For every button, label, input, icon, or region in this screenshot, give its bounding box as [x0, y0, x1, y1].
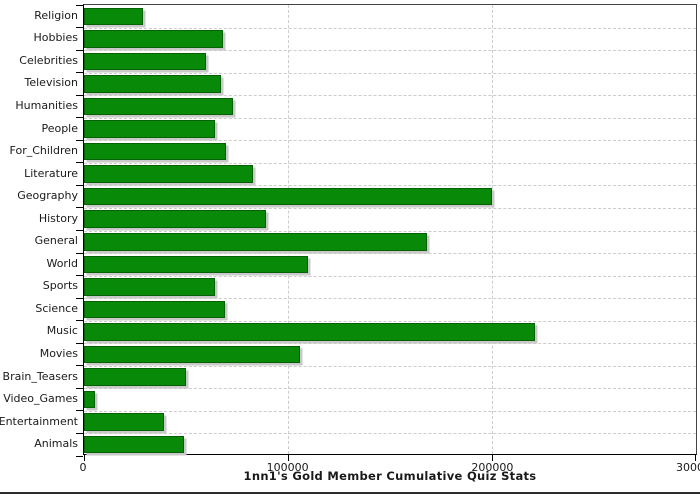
x-tick-label: 200000	[471, 461, 514, 474]
y-axis-tick	[76, 162, 83, 164]
y-axis-tick	[76, 410, 83, 412]
category-label: Brain_Teasers	[2, 369, 78, 383]
x-tick-label: 0	[79, 461, 87, 474]
category-label: Movies	[39, 347, 78, 361]
h-gridline	[84, 207, 696, 209]
category-label: History	[38, 211, 78, 225]
x-axis-tick	[287, 455, 289, 461]
h-gridline	[84, 320, 696, 322]
y-axis-tick	[76, 455, 83, 457]
h-gridline	[84, 140, 696, 142]
y-axis-tick	[76, 365, 83, 367]
v-gridline	[492, 5, 493, 454]
y-axis-tick	[76, 117, 83, 119]
bar	[84, 300, 225, 319]
bar	[84, 30, 223, 48]
x-tick-label: 300000	[676, 461, 700, 474]
h-gridline	[84, 162, 696, 164]
plot-area	[76, 4, 697, 461]
h-gridline	[84, 27, 696, 29]
bar	[84, 255, 309, 274]
y-axis-tick	[76, 139, 83, 141]
bar	[84, 7, 144, 25]
y-axis-tick	[76, 342, 83, 344]
y-axis-tick	[76, 184, 83, 186]
bottom-rule	[0, 492, 700, 494]
x-tick-label: 100000	[266, 461, 309, 474]
category-label: World	[46, 256, 78, 270]
category-label: Animals	[34, 437, 78, 451]
bar	[84, 323, 535, 341]
chart-title: 1nn1's Gold Member Cumulative Quiz Stats	[243, 469, 537, 483]
bar	[84, 97, 233, 116]
h-gridline	[84, 410, 696, 412]
h-gridline	[84, 365, 696, 367]
y-axis-tick	[76, 49, 83, 51]
category-label: Video_Games	[3, 392, 78, 406]
category-label: Sports	[42, 279, 78, 293]
h-gridline	[84, 117, 696, 119]
category-label: Religion	[34, 8, 78, 22]
bar	[84, 345, 301, 364]
category-label: People	[41, 121, 78, 135]
bar	[84, 435, 184, 454]
bar	[84, 368, 186, 386]
h-gridline	[84, 185, 696, 187]
bar	[84, 233, 427, 251]
category-label: Television	[24, 76, 79, 90]
y-axis-tick	[76, 27, 83, 29]
y-axis-tick	[76, 4, 83, 6]
h-gridline	[84, 72, 696, 74]
category-label: Music	[46, 324, 78, 338]
h-gridline	[84, 433, 696, 435]
bar	[84, 390, 96, 409]
category-label: General	[34, 234, 78, 248]
bar	[84, 210, 266, 228]
bar	[84, 142, 226, 161]
y-axis-tick	[76, 320, 83, 322]
y-axis-tick	[76, 275, 83, 277]
category-label: Literature	[24, 166, 78, 180]
category-label: Celebrities	[19, 53, 78, 67]
category-label: Science	[35, 301, 78, 315]
h-gridline	[84, 253, 696, 255]
category-label: Hobbies	[33, 31, 78, 45]
bar	[84, 52, 207, 71]
y-axis-tick	[76, 297, 83, 299]
y-axis-tick	[76, 94, 83, 96]
category-label: Geography	[17, 189, 78, 203]
category-label: For_Children	[9, 144, 78, 158]
h-gridline	[84, 50, 696, 52]
bar	[84, 120, 215, 138]
x-axis-tick	[84, 455, 85, 461]
y-axis-tick	[76, 72, 83, 74]
v-gridline	[288, 5, 289, 454]
bar	[84, 187, 492, 206]
y-axis-tick	[76, 230, 83, 231]
y-axis-tick	[76, 252, 83, 254]
category-label: Humanities	[15, 98, 78, 112]
h-gridline	[84, 343, 696, 345]
y-axis-tick	[76, 387, 83, 389]
y-axis-tick	[76, 207, 83, 209]
h-gridline	[84, 95, 696, 97]
category-label: Entertainment	[0, 414, 78, 428]
y-axis-tick	[76, 432, 83, 434]
h-gridline	[84, 230, 696, 232]
h-gridline	[84, 298, 696, 300]
x-axis-tick	[491, 455, 493, 461]
x-axis-tick	[695, 455, 696, 461]
h-gridline	[84, 388, 696, 390]
bar	[84, 278, 215, 296]
h-gridline	[84, 275, 696, 277]
bar	[84, 75, 221, 93]
bar	[84, 413, 164, 431]
bar	[84, 165, 254, 183]
